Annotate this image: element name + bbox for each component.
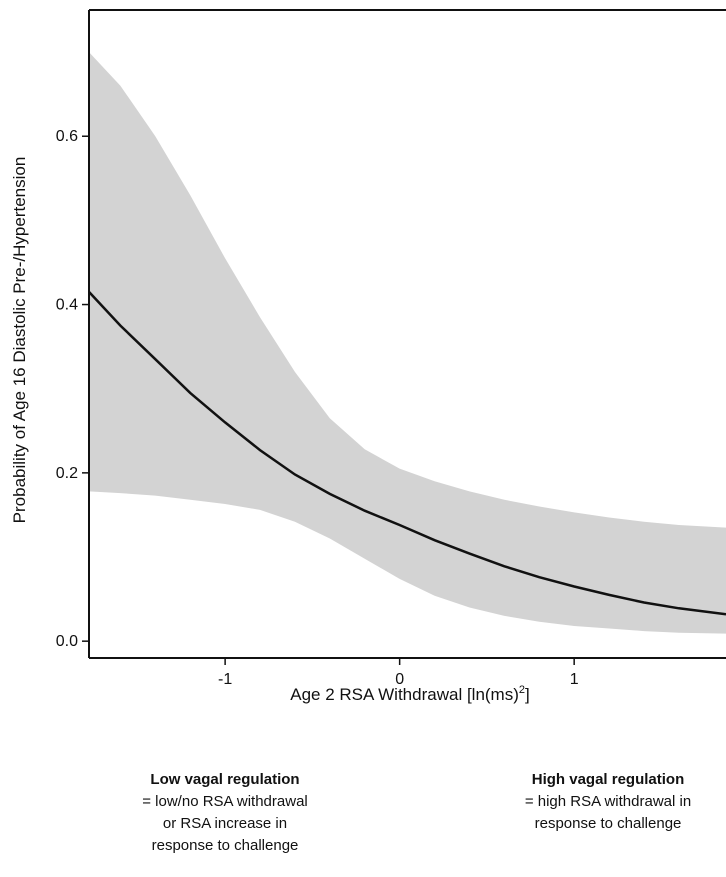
x-axis-label-main: Age 2 RSA Withdrawal [ln(ms) [290, 685, 519, 704]
x-axis-label-sup: 2 [519, 684, 525, 696]
confidence-band [89, 52, 726, 634]
x-tick-label: -1 [218, 671, 232, 688]
high-vagal-heading: High vagal regulation [531, 771, 685, 788]
high-vagal-annotation: High vagal regulation = high RSA withdra… [478, 769, 726, 835]
x-tick-label: 0 [395, 671, 404, 688]
y-axis-label: Probability of Age 16 Diastolic Pre-/Hyp… [10, 157, 29, 524]
probability-line [89, 291, 726, 616]
plot-area: 0.0 0.2 0.4 0.6 -1 0 1 [56, 9, 726, 688]
x-axis-label: Age 2 RSA Withdrawal [ln(ms)2] [290, 684, 530, 704]
y-tick-label: 0.0 [56, 633, 78, 650]
y-tick-label: 0.6 [56, 128, 78, 145]
low-vagal-line-2: or RSA increase in [162, 815, 288, 832]
x-tick-label: 1 [570, 671, 579, 688]
low-vagal-heading: Low vagal regulation [150, 771, 300, 788]
y-tick-label: 0.2 [56, 465, 78, 482]
x-axis-label-end: ] [525, 685, 530, 704]
high-vagal-line-1: = high RSA withdrawal in [524, 793, 692, 810]
high-vagal-line-2: response to challenge [534, 815, 682, 832]
low-vagal-line-1: = low/no RSA withdrawal [142, 793, 308, 810]
low-vagal-annotation: Low vagal regulation = low/no RSA withdr… [95, 769, 355, 857]
low-vagal-line-3: response to challenge [151, 837, 299, 854]
chart: 0.0 0.2 0.4 0.6 -1 0 1 Age 2 RSA Withdrawal [l… [10, 9, 726, 704]
y-tick-label: 0.4 [56, 297, 78, 314]
